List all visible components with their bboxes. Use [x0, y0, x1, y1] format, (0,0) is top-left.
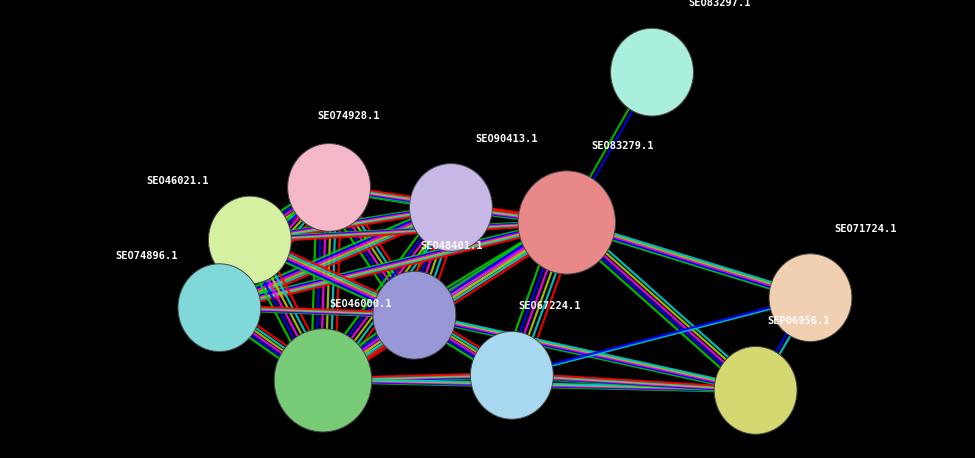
Ellipse shape — [288, 143, 370, 231]
Text: SEO83279.1: SEO83279.1 — [591, 141, 653, 151]
Ellipse shape — [610, 28, 693, 116]
Text: SEO48401.1: SEO48401.1 — [420, 241, 483, 251]
Text: SEO46000.1: SEO46000.1 — [330, 299, 392, 309]
Ellipse shape — [518, 171, 615, 274]
Text: SEO74928.1: SEO74928.1 — [317, 111, 379, 121]
Ellipse shape — [178, 264, 261, 352]
Text: SEP06956.1: SEP06956.1 — [768, 316, 831, 327]
Ellipse shape — [769, 254, 852, 342]
Text: SEO71724.1: SEO71724.1 — [835, 224, 897, 234]
Text: SEO46021.1: SEO46021.1 — [146, 176, 209, 186]
Ellipse shape — [372, 271, 456, 359]
Ellipse shape — [410, 164, 492, 251]
Text: SEO74896.1: SEO74896.1 — [116, 251, 178, 261]
Ellipse shape — [209, 196, 292, 284]
Ellipse shape — [470, 332, 554, 419]
Text: SEO83297.1: SEO83297.1 — [688, 0, 751, 8]
Text: SEO67224.1: SEO67224.1 — [518, 301, 580, 311]
Ellipse shape — [274, 329, 371, 432]
Text: SEO90413.1: SEO90413.1 — [476, 134, 538, 143]
Ellipse shape — [714, 346, 798, 434]
